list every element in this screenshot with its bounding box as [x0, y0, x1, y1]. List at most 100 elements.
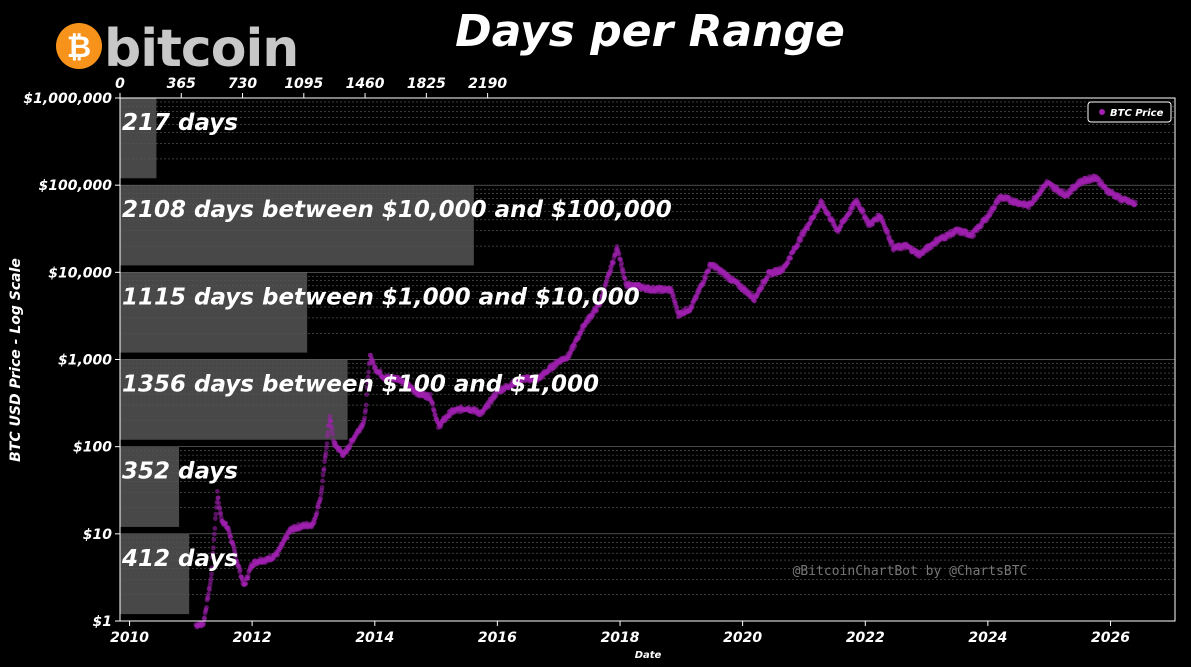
- range-band-label: 352 days: [122, 459, 238, 485]
- btc-price-point: [205, 596, 211, 601]
- legend-box: [1087, 101, 1172, 123]
- legend-item-btc-price: BTC Price: [1110, 108, 1164, 119]
- btc-price-point: [322, 459, 327, 464]
- btc-price-point: [366, 369, 371, 375]
- btc-price-point: [706, 267, 712, 273]
- y-tick-label: $100: [73, 440, 112, 456]
- btc-price-point: [210, 550, 216, 556]
- btc-price-point: [889, 239, 895, 245]
- btc-price-point: [674, 305, 680, 310]
- btc-price-series: [193, 173, 1138, 630]
- btc-price-point: [212, 531, 217, 537]
- btc-price-point: [201, 621, 207, 626]
- btc-price-point: [215, 495, 221, 501]
- top-tick-label: 1095: [284, 76, 323, 92]
- btc-price-point: [207, 587, 212, 592]
- btc-price-point: [228, 534, 234, 539]
- btc-price-point: [316, 504, 321, 510]
- top-tick-label: 1825: [407, 76, 446, 92]
- range-band-label: 412 days: [121, 546, 238, 572]
- y-axis-label: BTC USD Price - Log Scale: [8, 258, 24, 462]
- btc-price-point: [608, 267, 614, 273]
- range-band-labels: 412 days 352 days 1356 days between $100 a…: [121, 110, 672, 572]
- btc-price-point: [493, 393, 499, 398]
- x-axis-top: 0 365 730 1095 1460 1825 2190: [115, 76, 507, 98]
- btc-price-point: [325, 430, 331, 435]
- x-tick-label: 2016: [478, 630, 517, 646]
- range-band-label: 2108 days between $10,000 and $100,000: [122, 197, 672, 223]
- x-tick-label: 2020: [723, 630, 762, 646]
- btc-price-point: [212, 526, 218, 531]
- btc-price-point: [217, 506, 223, 511]
- plot-area: 412 days 352 days 1356 days between $100 a…: [119, 97, 1176, 630]
- btc-price-point: [428, 392, 433, 397]
- btc-price-point: [364, 392, 369, 397]
- btc-price-point: [432, 412, 438, 418]
- btc-price-point: [321, 466, 327, 472]
- btc-price-point: [202, 615, 208, 621]
- range-band-label: 1356 days between $100 and $1,000: [122, 372, 599, 398]
- top-tick-label: 2190: [468, 76, 507, 92]
- btc-price-point: [275, 552, 280, 558]
- range-band: [120, 446, 180, 527]
- legend-marker: [1099, 109, 1105, 115]
- x-tick-label: 2010: [110, 630, 149, 646]
- x-tick-label: 2024: [968, 630, 1007, 646]
- x-axis-label: Date: [635, 650, 662, 661]
- btc-price-point: [213, 511, 219, 517]
- bitcoin-coin-icon: [56, 23, 102, 69]
- btc-price-point: [323, 450, 329, 456]
- btc-price-point: [204, 605, 209, 610]
- y-tick-label: $100,000: [38, 178, 112, 194]
- btc-price-point: [594, 307, 599, 313]
- btc-price-point: [324, 445, 329, 451]
- top-tick-label: 365: [167, 76, 196, 92]
- range-band: [120, 98, 157, 179]
- btc-price-point: [611, 260, 616, 265]
- chart-title: Days per Range: [455, 6, 845, 57]
- btc-price-point: [619, 260, 624, 266]
- btc-price-point: [218, 511, 224, 517]
- btc-price-point: [689, 304, 695, 310]
- btc-price-point: [208, 576, 214, 581]
- btc-price-point: [694, 294, 700, 300]
- btc-price-point: [330, 431, 335, 437]
- btc-price-point: [209, 565, 215, 571]
- btc-price-point: [211, 545, 216, 551]
- x-tick-label: 2014: [355, 630, 394, 646]
- range-bands: [120, 98, 474, 615]
- btc-price-point: [377, 368, 383, 374]
- btc-price-point: [602, 287, 607, 292]
- btc-price-point: [826, 211, 832, 217]
- watermark: @BitcoinChartBot by @ChartsBTC: [793, 564, 1028, 579]
- range-band-label: 1115 days between $1,000 and $10,000: [122, 284, 640, 310]
- range-band: [120, 533, 190, 615]
- btc-price-point: [245, 573, 251, 579]
- btc-price-point: [486, 403, 492, 409]
- y-tick-label: $1,000,000: [23, 91, 112, 107]
- btc-price-point: [788, 256, 794, 261]
- y-tick-label: $10: [83, 527, 112, 543]
- btc-price-point: [365, 380, 370, 385]
- x-axis-bottom: 2010 2012 2014 2016 2018 2020 2022 2024 2026: [110, 621, 1130, 646]
- btc-price-point: [616, 251, 622, 257]
- btc-price-point: [327, 413, 333, 419]
- x-tick-label: 2022: [846, 630, 885, 646]
- btc-price-point: [363, 407, 368, 413]
- range-band: [120, 272, 308, 353]
- y-tick-label: $10,000: [48, 265, 112, 281]
- x-tick-label: 2026: [1091, 630, 1130, 646]
- top-tick-label: 730: [228, 76, 257, 92]
- btc-price-point: [671, 294, 676, 299]
- btc-price-point: [319, 485, 325, 490]
- bitcoin-b-glyph: ₿: [67, 30, 91, 65]
- btc-price-point: [213, 516, 218, 521]
- btc-price-point: [314, 509, 320, 515]
- btc-price-point: [752, 298, 757, 304]
- btc-price-point: [215, 488, 220, 494]
- range-band-label: 217 days: [122, 110, 238, 136]
- btc-price-point: [600, 294, 605, 299]
- x-tick-label: 2012: [233, 630, 272, 646]
- btc-price-point: [312, 519, 317, 525]
- btc-price-point: [364, 385, 370, 391]
